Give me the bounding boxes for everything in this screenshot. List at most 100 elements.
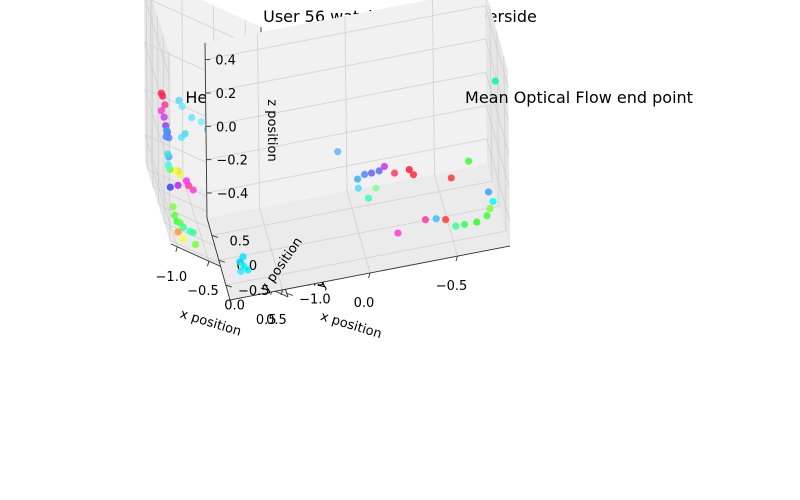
flow-x-label: x position xyxy=(319,309,384,342)
flow-data-point xyxy=(442,215,450,224)
flow-grid-y xyxy=(489,6,493,182)
flow-grid-x xyxy=(434,174,458,257)
flow-data-point xyxy=(483,212,491,220)
head-data-point xyxy=(162,133,170,141)
flow-grid-y xyxy=(496,31,500,207)
head-grid-z xyxy=(143,42,171,125)
flow-data-point xyxy=(334,148,342,156)
flow-data-point xyxy=(421,216,430,224)
flow-y-tick-mark xyxy=(218,259,225,263)
head-data-point xyxy=(179,235,187,243)
flow-y-tick-mark xyxy=(211,234,219,238)
flow-z-tick-label: 0.0 xyxy=(216,120,237,135)
flow-grid-y xyxy=(503,56,507,232)
flow-grid-x xyxy=(432,0,435,175)
head-data-point xyxy=(164,150,172,158)
head-data-point xyxy=(158,92,167,100)
flow-grid-x xyxy=(259,207,283,290)
flow-x-tick-label: 0.0 xyxy=(354,296,375,311)
flow-z-tick-label: −0.4 xyxy=(217,187,249,202)
head-grid-y xyxy=(145,0,148,170)
flow-z-tick-label: −0.2 xyxy=(216,154,248,169)
flow-grid-z xyxy=(486,138,511,222)
head-data-point xyxy=(197,118,205,126)
head-data-point xyxy=(157,107,165,115)
flow-data-point xyxy=(465,157,473,165)
flow-z-label: z position xyxy=(264,99,279,161)
head-data-point xyxy=(178,102,186,111)
flow-grid-z xyxy=(205,5,486,61)
flow-x-tick-label: −0.5 xyxy=(436,279,468,294)
head-data-point xyxy=(171,211,179,219)
flow-data-point xyxy=(394,229,402,237)
flow-data-point xyxy=(375,167,383,175)
flow-x-tick-mark xyxy=(455,255,458,262)
flow-grid-y xyxy=(218,205,499,261)
flow-data-point xyxy=(405,165,413,174)
head-data-point xyxy=(161,101,169,109)
flow-data-point xyxy=(432,215,440,223)
head-grid-x xyxy=(181,0,184,180)
flow-y-tick-label: −0.5 xyxy=(238,284,270,299)
head-x-tick-label: −1.0 xyxy=(156,270,188,285)
flow-data-point xyxy=(447,174,455,182)
head-grid-x xyxy=(182,179,210,262)
flow-grid-z xyxy=(206,105,487,161)
flow-data-point xyxy=(364,194,373,202)
head-grid-z xyxy=(144,134,172,217)
flow-axes: −0.50.00.5−0.50.00.5−0.4−0.20.00.20.4x p… xyxy=(204,0,693,342)
head-data-point xyxy=(166,183,174,191)
flow-data-point xyxy=(489,197,497,206)
head-y-tick-mark xyxy=(286,293,294,296)
head-x-tick-label: 0.0 xyxy=(224,299,245,314)
flow-data-point xyxy=(367,169,376,177)
head-data-point xyxy=(169,203,177,211)
flow-data-point xyxy=(486,204,494,213)
flow-grid-y xyxy=(211,181,492,236)
flow-data-point xyxy=(237,267,245,275)
head-grid-y xyxy=(168,52,171,241)
flow-x-tick-mark xyxy=(280,289,283,296)
flow-grid-z xyxy=(205,71,487,127)
flow-grid-x xyxy=(344,15,348,192)
flow-data-point xyxy=(460,220,469,229)
head-x-tick-mark xyxy=(207,261,210,267)
head-data-point xyxy=(188,114,196,122)
flow-data-point xyxy=(390,169,399,177)
head-data-point xyxy=(174,181,182,189)
head-grid-z xyxy=(144,0,171,80)
flow-grid-z xyxy=(206,138,487,194)
head-data-point xyxy=(174,228,182,236)
head-data-point xyxy=(160,113,168,121)
flow-y-axis-line xyxy=(206,217,231,301)
flow-data-point xyxy=(409,171,418,179)
head-data-point xyxy=(179,223,187,231)
head-x-tick-label: −0.5 xyxy=(187,284,219,299)
flow-data-point xyxy=(452,222,460,230)
flow-grid-y xyxy=(225,230,506,286)
head-data-point xyxy=(189,229,197,237)
head-data-point xyxy=(182,177,191,185)
flow-data-point xyxy=(484,188,493,196)
flow-grid-z xyxy=(485,72,510,155)
head-x-tick-mark xyxy=(175,246,178,252)
flow-grid-z xyxy=(485,105,510,188)
head-data-point xyxy=(175,96,183,105)
head-data-point xyxy=(181,130,189,138)
flow-grid-x xyxy=(257,32,260,208)
head-data-point xyxy=(164,161,172,169)
head-data-point xyxy=(189,186,197,194)
flow-data-point xyxy=(473,218,481,226)
head-data-point xyxy=(191,240,200,249)
flow-data-point xyxy=(244,266,252,274)
flow-data-point xyxy=(354,184,362,192)
head-x-tick-label: 0.5 xyxy=(256,313,277,328)
flow-data-point xyxy=(360,170,369,179)
head-grid-x xyxy=(150,0,152,165)
flow-z-tick-label: 0.2 xyxy=(216,87,237,102)
flow-x-tick-mark xyxy=(368,272,371,279)
flow-y-tick-mark xyxy=(225,284,232,288)
head-y-tick-label: −1.0 xyxy=(299,292,331,307)
flow-title: Mean Optical Flow end point xyxy=(465,88,693,107)
